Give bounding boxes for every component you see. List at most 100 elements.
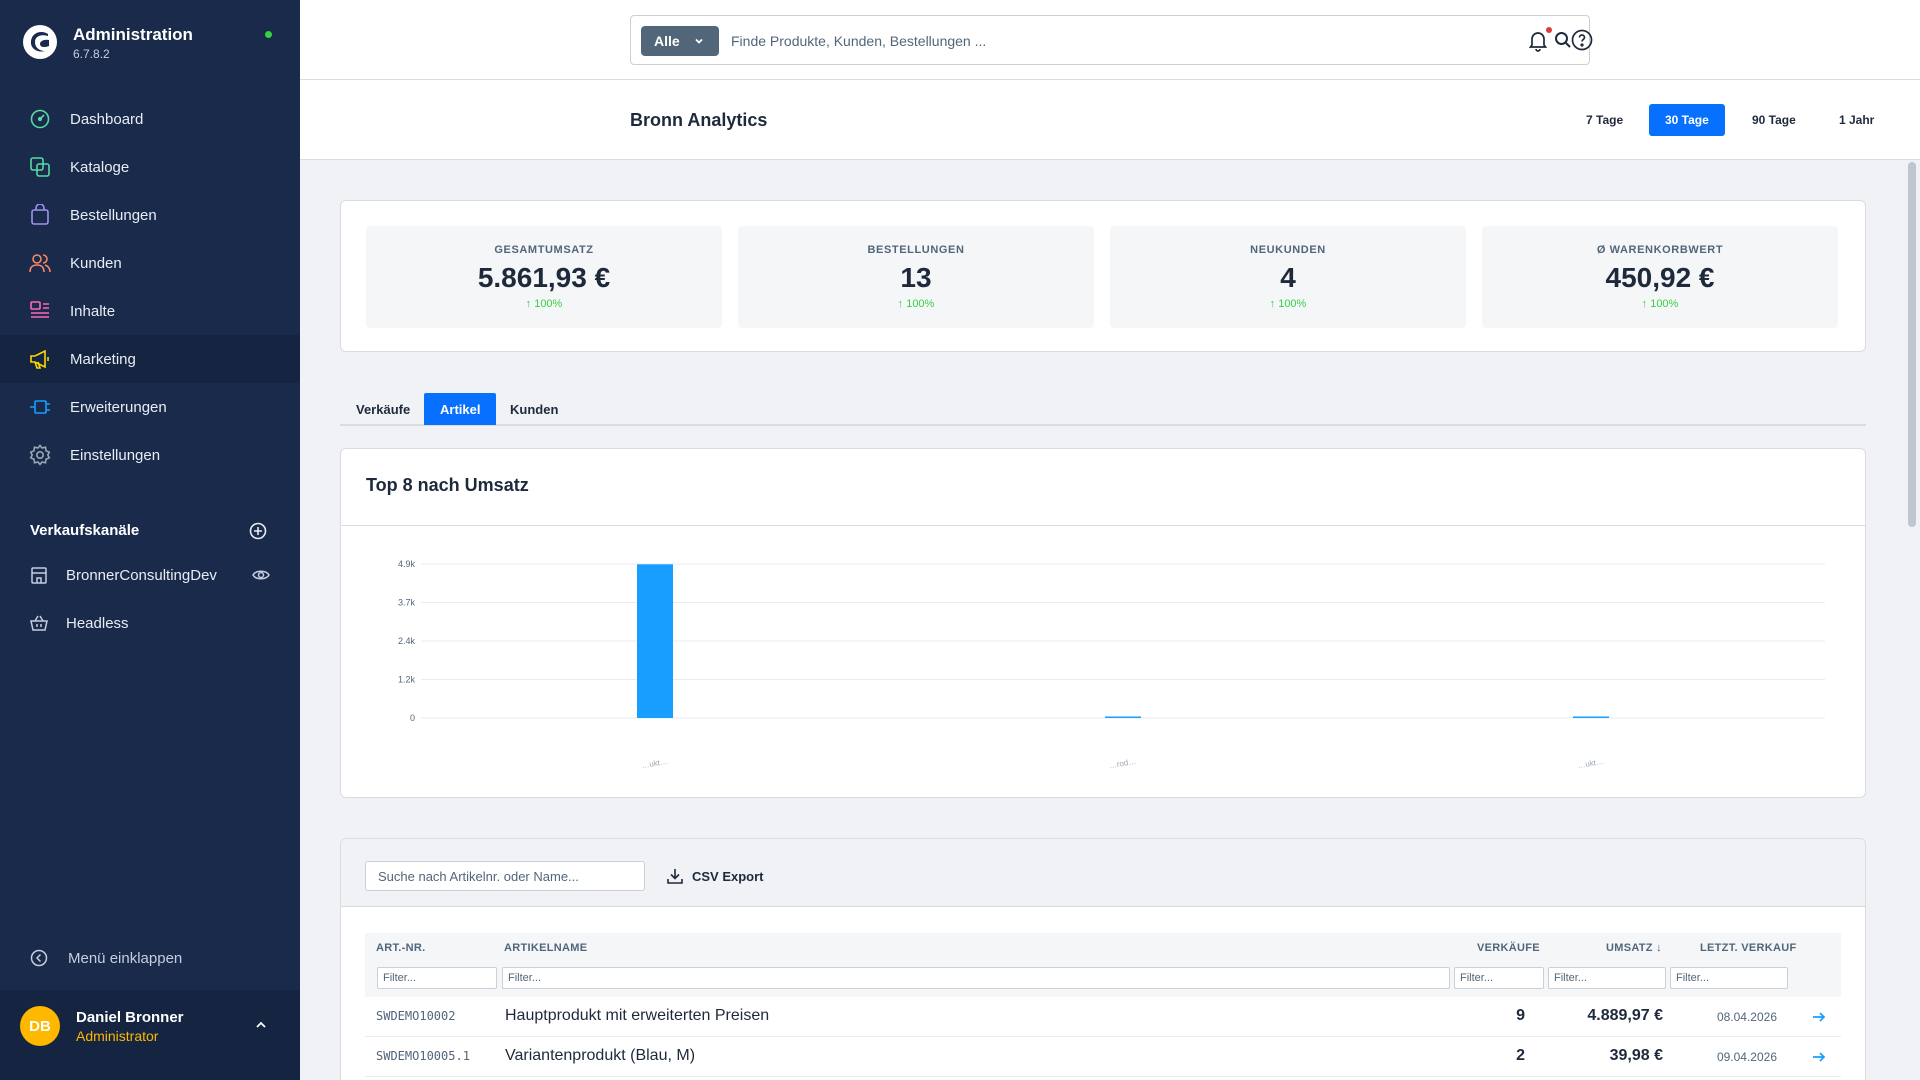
arrow-right-icon[interactable] — [1811, 1049, 1827, 1065]
search-type-select[interactable]: Alle — [641, 26, 719, 56]
sidebar-item-label: Erweiterungen — [70, 398, 167, 416]
kpi-change: ↑ 100% — [1641, 298, 1679, 310]
range-7-days-button[interactable]: 7 Tage — [1586, 113, 1624, 127]
status-indicator — [265, 31, 272, 38]
kpi-change: ↑ 100% — [897, 298, 935, 310]
sidebar-item-label: Inhalte — [70, 302, 116, 320]
filter-last-sale-input[interactable] — [1670, 967, 1788, 989]
table-row[interactable]: SWDEMO10005.1 Variantenprodukt (Blau, M)… — [365, 1037, 1841, 1077]
chart-title: Top 8 nach Umsatz — [366, 475, 529, 495]
shopware-logo-icon[interactable] — [22, 24, 58, 60]
tab-artikel[interactable]: Artikel — [424, 393, 497, 425]
app-title: Administration — [73, 25, 193, 44]
revenue-bar-chart: 0 1.2k 2.4k 3.7k 4.9k …ukt… …rod… …ukt… — [398, 559, 1825, 771]
kpi-label: GESAMTUMSATZ — [494, 244, 594, 256]
sales-channel-label: BronnerConsultingDev — [66, 566, 217, 584]
user-menu[interactable]: DB Daniel Bronner Administrator — [0, 990, 300, 1080]
search-input[interactable] — [731, 28, 1531, 54]
cell-revenue: 4.889,97 € — [1587, 1007, 1663, 1024]
kpi-change: ↑ 100% — [525, 298, 563, 310]
arrow-right-icon[interactable] — [1811, 1009, 1827, 1025]
avatar: DB — [20, 1006, 60, 1046]
table-row[interactable]: SWDEMO10002 Hauptprodukt mit erweiterten… — [365, 997, 1841, 1037]
eye-icon[interactable] — [252, 567, 270, 583]
analytics-tabs: Verkäufe Artikel Kunden — [340, 393, 1866, 426]
x-tick-label: …ukt… — [1577, 757, 1605, 770]
collapse-menu-button[interactable]: Menü einklappen — [0, 940, 300, 976]
global-search: Alle — [630, 15, 1590, 65]
cell-revenue: 39,98 € — [1609, 1047, 1663, 1064]
search-type-label: Alle — [654, 33, 680, 49]
collapse-label: Menü einklappen — [68, 949, 183, 967]
kpi-label: Ø WARENKORBWERT — [1596, 244, 1724, 256]
cell-sku: SWDEMO10002 — [376, 1009, 456, 1023]
sidebar-item-bestellungen[interactable]: Bestellungen — [0, 191, 300, 239]
column-header-revenue[interactable]: UMSATZ ↓ — [1606, 942, 1662, 954]
kpi-value: 4 — [1280, 262, 1296, 293]
notifications-bell-icon[interactable] — [1526, 28, 1550, 52]
filter-sku-input[interactable] — [377, 967, 497, 989]
cell-sales: 2 — [1516, 1047, 1525, 1064]
sales-channels-title: Verkaufskanäle — [30, 522, 140, 539]
y-tick-label: 3.7k — [398, 598, 416, 608]
kpi-label: BESTELLUNGEN — [867, 244, 965, 256]
range-90-days-button[interactable]: 90 Tage — [1752, 113, 1796, 127]
filter-sales-input[interactable] — [1454, 967, 1544, 989]
content-icon — [30, 301, 49, 318]
range-30-days-button[interactable]: 30 Tage — [1649, 104, 1725, 136]
x-tick-label: …rod… — [1108, 757, 1137, 771]
extensions-icon — [30, 400, 50, 414]
product-search-input[interactable] — [365, 861, 645, 891]
sidebar-item-kataloge[interactable]: Kataloge — [0, 143, 300, 191]
y-tick-label: 4.9k — [398, 559, 416, 569]
page-header: Bronn Analytics 7 Tage 30 Tage 90 Tage 1… — [300, 80, 1920, 160]
chevron-down-icon — [695, 38, 703, 44]
marketing-icon — [30, 349, 49, 369]
tab-verkaeufe[interactable]: Verkäufe — [356, 401, 411, 417]
kpi-value: 13 — [900, 262, 932, 293]
cell-sales: 9 — [1516, 1007, 1525, 1024]
page-scrollbar[interactable] — [1908, 162, 1916, 527]
column-header-sku[interactable]: ART.-NR. — [376, 942, 426, 954]
sidebar-item-einstellungen[interactable]: Einstellungen — [0, 431, 300, 479]
sidebar-item-label: Kataloge — [70, 158, 130, 176]
sidebar-item-label: Einstellungen — [70, 446, 161, 464]
sidebar-item-kunden[interactable]: Kunden — [0, 239, 300, 287]
cell-last-sale: 08.04.2026 — [1716, 1010, 1777, 1024]
cell-name: Variantenprodukt (Blau, M) — [505, 1047, 696, 1064]
range-1-year-button[interactable]: 1 Jahr — [1839, 113, 1875, 127]
column-header-name[interactable]: ARTIKELNAME — [504, 942, 588, 954]
sidebar-item-label: Dashboard — [70, 110, 144, 128]
divider — [341, 525, 1865, 526]
sidebar-item-dashboard[interactable]: Dashboard — [0, 95, 300, 143]
kpi-avg-cart-value: Ø WARENKORBWERT 450,92 € ↑ 100% — [1482, 226, 1838, 328]
sidebar-item-erweiterungen[interactable]: Erweiterungen — [0, 383, 300, 431]
cell-sku: SWDEMO10005.1 — [376, 1049, 470, 1063]
sidebar-item-inhalte[interactable]: Inhalte — [0, 287, 300, 335]
sales-channel-item-bronnerconsultingdev[interactable]: BronnerConsultingDev — [0, 555, 300, 595]
chevron-up-icon[interactable] — [254, 1018, 268, 1032]
table-toolbar: CSV Export — [341, 839, 1865, 907]
sales-channel-item-headless[interactable]: Headless — [0, 603, 300, 643]
help-icon[interactable] — [1570, 28, 1594, 52]
kpi-total-revenue: GESAMTUMSATZ 5.861,93 € ↑ 100% — [366, 226, 722, 328]
x-tick-label: …ukt… — [641, 757, 669, 770]
column-header-sales[interactable]: VERKÄUFE — [1477, 942, 1540, 954]
brand-header: Administration 6.7.8.2 — [0, 0, 300, 88]
user-role: Administrator — [76, 1028, 159, 1044]
app-version: 6.7.8.2 — [73, 47, 110, 61]
add-sales-channel-icon[interactable] — [249, 522, 267, 540]
column-header-last-sale[interactable]: LETZT. VERKAUF — [1700, 942, 1797, 954]
page-title: Bronn Analytics — [630, 110, 768, 130]
sidebar-item-marketing[interactable]: Marketing — [0, 335, 300, 383]
sales-channel-label: Headless — [66, 614, 129, 632]
search-icon[interactable] — [1553, 30, 1573, 50]
storefront-icon — [31, 567, 47, 584]
cell-name: Hauptprodukt mit erweiterten Preisen — [505, 1007, 770, 1024]
tab-kunden[interactable]: Kunden — [510, 401, 559, 417]
filter-name-input[interactable] — [502, 967, 1450, 989]
orders-icon — [31, 204, 49, 225]
csv-export-button[interactable]: CSV Export — [666, 861, 764, 891]
user-name: Daniel Bronner — [76, 1009, 184, 1026]
filter-revenue-input[interactable] — [1548, 967, 1666, 989]
